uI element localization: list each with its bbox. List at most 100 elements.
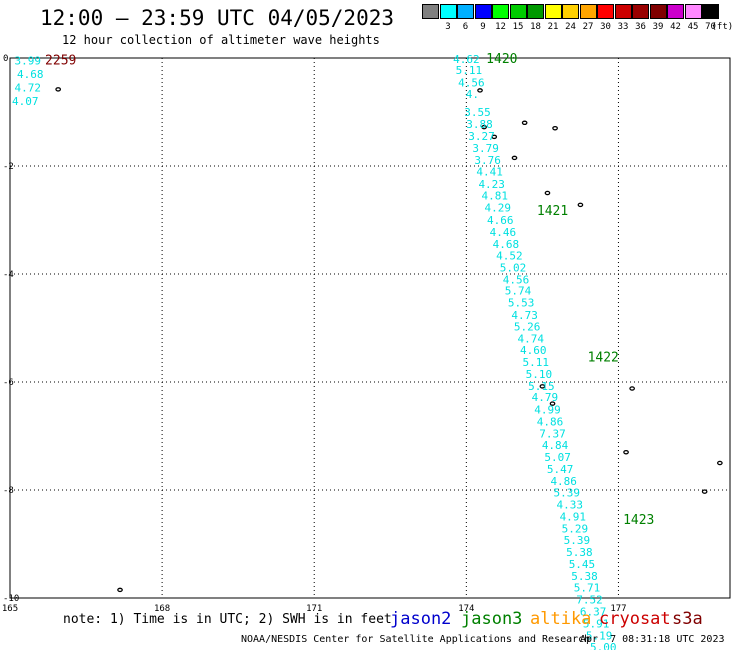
wave-height-label: 7.52 xyxy=(576,594,603,607)
legend-swatch xyxy=(422,4,439,19)
satellite-label-jason3: jason3 xyxy=(461,609,523,629)
wave-height-label: 3.99 xyxy=(14,55,41,68)
wave-height-label: 4.33 xyxy=(557,499,584,512)
wave-height-label: 5.11 xyxy=(523,356,550,369)
wave-height-label: 5.07 xyxy=(544,451,571,464)
wave-height-label: 5.00 xyxy=(590,641,617,650)
legend-label: 9 xyxy=(480,22,486,32)
island-outline xyxy=(477,88,483,93)
wave-height-label: 4.86 xyxy=(537,415,564,428)
wave-height-label: 5.45 xyxy=(569,558,596,571)
wave-height-label: 5.74 xyxy=(505,285,532,298)
island-outline xyxy=(717,460,723,466)
wave-height-label: 4.56 xyxy=(503,273,530,286)
pass-time-label: 2259 xyxy=(45,54,76,69)
wave-height-label: 7.37 xyxy=(539,427,566,440)
wave-height-label: 3.88 xyxy=(466,118,493,131)
legend-swatch xyxy=(702,4,719,19)
island-outline xyxy=(544,190,551,196)
island-outline xyxy=(539,384,546,389)
island-outline xyxy=(521,120,528,126)
legend-swatch xyxy=(439,4,457,19)
lon-tick-label: 174 xyxy=(458,604,474,614)
wave-height-label: 5.47 xyxy=(547,463,574,476)
wave-height-label: 5.10 xyxy=(526,368,553,381)
legend-swatch xyxy=(649,4,667,19)
legend-swatch xyxy=(492,4,509,19)
wave-height-label: 4.86 xyxy=(550,475,577,488)
lon-tick-label: 177 xyxy=(610,604,626,614)
wave-height-label: 5.91 xyxy=(583,617,610,630)
legend-swatch xyxy=(667,4,684,19)
island-outline xyxy=(549,401,556,406)
wave-height-label: 4.74 xyxy=(517,332,544,345)
footer-note: note: 1) Time is in UTC; 2) SWH is in fe… xyxy=(63,612,392,627)
wave-height-label: 4.07 xyxy=(12,95,39,108)
wave-height-label: 4.72 xyxy=(14,82,41,95)
map-subtitle: 12 hour collection of altimeter wave hei… xyxy=(62,33,380,47)
legend-label: 21 xyxy=(547,22,559,32)
lat-tick-label: -2 xyxy=(3,162,14,172)
wave-height-label: 5.71 xyxy=(574,582,601,595)
wave-height-label: 5.53 xyxy=(508,297,535,310)
legend-swatch xyxy=(509,4,527,19)
lat-tick-label: -10 xyxy=(3,594,19,604)
legend-label: 70 xyxy=(705,22,716,32)
wave-height-label: 4.99 xyxy=(534,404,561,417)
pass-time-label: 1421 xyxy=(537,204,568,219)
wave-height-label: 5.39 xyxy=(564,534,591,547)
island-outline xyxy=(577,202,584,208)
wave-height-label: 4.56 xyxy=(458,76,485,89)
legend-label: 39 xyxy=(652,22,664,32)
wave-height-label: 4.68 xyxy=(493,238,520,251)
legend-label: 30 xyxy=(600,22,611,32)
wave-height-label: 5.38 xyxy=(571,570,598,583)
wave-height-label: 4.46 xyxy=(490,226,517,239)
map-frame xyxy=(9,57,731,599)
lat-tick-label: -6 xyxy=(3,378,14,388)
legend-swatch xyxy=(474,4,492,19)
wave-height-label: 5.38 xyxy=(566,546,593,559)
lon-tick-label: 171 xyxy=(306,604,322,614)
wave-height-label: 5.26 xyxy=(514,320,541,333)
legend-label: 36 xyxy=(635,22,646,32)
satellite-label-cryosat: cryosat xyxy=(599,609,671,629)
wave-height-label: 5.02 xyxy=(500,262,527,275)
wave-height-label: 3.27 xyxy=(468,130,495,143)
generated-date: Apr 7 08:31:18 UTC 2023 xyxy=(580,634,725,645)
island-outline xyxy=(481,124,487,130)
legend-swatch xyxy=(579,4,597,19)
wave-height-label: 4.84 xyxy=(542,439,569,452)
satellite-label-altika: altika xyxy=(530,609,592,629)
legend-label: 12 xyxy=(495,22,506,32)
island-outline xyxy=(629,386,635,391)
lat-tick-label: 0 xyxy=(3,54,8,64)
wave-height-label: 4.79 xyxy=(532,391,559,404)
legend-swatch xyxy=(562,4,579,19)
credit-line: NOAA/NESDIS Center for Satellite Applica… xyxy=(241,634,591,645)
wave-height-label: 4.68 xyxy=(17,68,44,81)
legend-swatch xyxy=(614,4,632,19)
island-outline xyxy=(117,587,123,593)
wave-height-label: 5.29 xyxy=(562,522,589,535)
legend-label: 3 xyxy=(445,22,451,32)
island-outline xyxy=(623,449,629,455)
legend-label: 18 xyxy=(530,22,541,32)
map-title: 12:00 – 23:59 UTC 04/05/2023 xyxy=(40,6,395,30)
wave-height-label: 6.37 xyxy=(580,606,607,619)
legend-swatch xyxy=(597,4,614,19)
wave-height-label: 4.41 xyxy=(476,165,503,178)
wave-height-label: 4.62 xyxy=(453,53,480,66)
legend-label: 27 xyxy=(582,22,594,32)
legend-label: 15 xyxy=(512,22,524,32)
lat-tick-label: -8 xyxy=(3,486,14,496)
wave-height-label: 4.23 xyxy=(478,178,505,191)
island-outline xyxy=(552,125,558,131)
legend-label: 33 xyxy=(617,22,629,32)
wave-height-label: 4.52 xyxy=(496,250,523,263)
wave-height-label: 4.81 xyxy=(481,190,508,203)
satellite-label-s3a: s3a xyxy=(672,609,703,629)
legend-label: 24 xyxy=(565,22,576,32)
wave-height-label: 5.15 xyxy=(528,380,555,393)
